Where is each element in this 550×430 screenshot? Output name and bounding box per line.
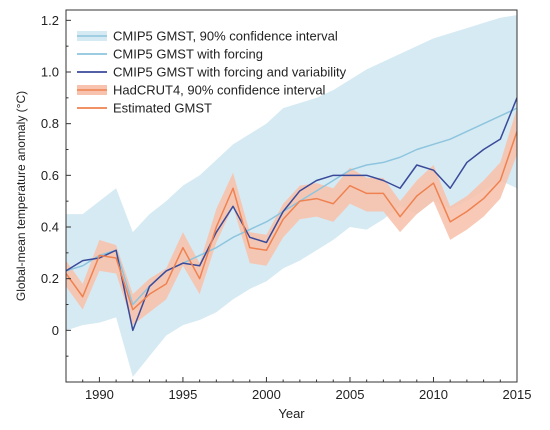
y-tick-label: 0 xyxy=(52,323,59,338)
legend-item-2: CMIP5 GMST with forcing xyxy=(77,47,263,62)
legend-label: CMIP5 GMST with forcing and variability xyxy=(113,65,347,80)
legend-label: HadCRUT4, 90% confidence interval xyxy=(113,83,326,98)
legend-label: Estimated GMST xyxy=(113,101,212,116)
y-tick-label: 1.2 xyxy=(41,13,59,28)
x-tick-label: 2015 xyxy=(503,387,532,402)
legend-item-5: Estimated GMST xyxy=(77,101,212,116)
series-line-3 xyxy=(66,131,517,311)
axes: 1990 1995 2000 2005 2010 2015 0 0.2 0.4 0.6 0.8 1.0… xyxy=(41,13,532,402)
legend-item-1: CMIP5 GMST, 90% confidence interval xyxy=(77,29,338,44)
plot-frame xyxy=(65,9,518,383)
legend-label: CMIP5 GMST with forcing xyxy=(113,47,263,62)
band-2 xyxy=(66,108,517,326)
y-tick-label: 1.0 xyxy=(41,65,59,80)
series-lines xyxy=(66,97,517,332)
legend: CMIP5 GMST, 90% confidence interval CMIP5… xyxy=(77,29,347,116)
x-tick-label: 1990 xyxy=(85,387,114,402)
y-tick-label: 0.2 xyxy=(41,271,59,286)
x-tick-label: 1995 xyxy=(168,387,197,402)
x-tick-label: 2000 xyxy=(252,387,281,402)
y-tick-label: 0.8 xyxy=(41,116,59,131)
x-axis-label: Year xyxy=(278,406,305,421)
legend-label: CMIP5 GMST, 90% confidence interval xyxy=(113,29,338,44)
y-tick-label: 0.6 xyxy=(41,168,59,183)
confidence-bands xyxy=(66,15,517,377)
x-tick-label: 2010 xyxy=(419,387,448,402)
series-line-2 xyxy=(66,97,517,332)
legend-item-4: HadCRUT4, 90% confidence interval xyxy=(77,83,326,98)
x-tick-label: 2005 xyxy=(336,387,365,402)
legend-item-3: CMIP5 GMST with forcing and variability xyxy=(77,65,347,80)
y-axis-label: Global-mean temperature anomaly (°C) xyxy=(14,91,28,301)
y-tick-label: 0.4 xyxy=(41,220,59,235)
series-line-1 xyxy=(66,107,517,306)
